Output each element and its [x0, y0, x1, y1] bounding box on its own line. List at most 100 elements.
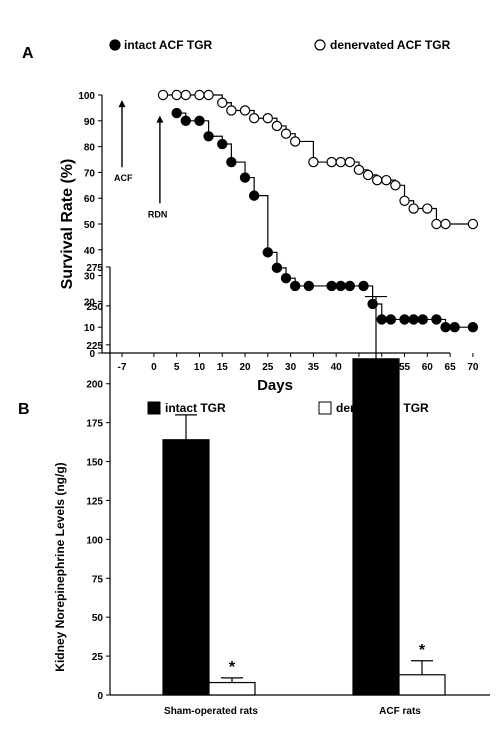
x-tick-label: 40 — [331, 362, 343, 373]
y-tick-label: 40 — [84, 246, 96, 257]
panel-a-legend: intact ACF TGR denervated ACF TGR — [109, 38, 451, 52]
y-tick-label: 200 — [86, 380, 103, 391]
data-point-denervated — [262, 113, 274, 124]
data-point-denervated — [335, 156, 346, 168]
data-point-intact — [335, 280, 346, 292]
panel-a-x-axis-title: Days — [257, 377, 293, 394]
data-point-intact — [217, 138, 228, 150]
data-point-intact — [385, 314, 397, 325]
data-point-intact — [399, 314, 410, 325]
y-tick-label: 60 — [84, 194, 96, 205]
data-point-denervated — [422, 203, 433, 214]
x-tick-label: 25 — [262, 362, 274, 373]
data-point-intact — [171, 107, 182, 119]
annotation-label-rdn: RDN — [148, 209, 168, 219]
data-point-denervated — [289, 136, 301, 147]
panel-a-plot: 0 10 20 30 40 50 60 70 80 90 100 -7 0 5 10 15 20 25 30 35 40… — [78, 89, 479, 373]
data-point-intact — [467, 322, 479, 333]
data-point-denervated — [371, 174, 383, 186]
data-point-intact — [326, 280, 337, 292]
panel-a-y-axis-title: Survival Rate (%) — [59, 159, 76, 290]
x-tick-label: 70 — [467, 362, 479, 373]
data-point-denervated — [390, 180, 401, 191]
data-point-intact — [417, 314, 428, 325]
panel-a-label: A — [22, 45, 34, 62]
y-tick-label: 175 — [86, 419, 103, 430]
significance-marker: * — [419, 642, 426, 659]
data-point-intact — [449, 322, 460, 333]
data-point-denervated — [381, 174, 392, 186]
annotation-arrow-head — [118, 100, 126, 108]
y-tick-label: 225 — [86, 341, 103, 352]
data-point-denervated — [308, 156, 319, 168]
data-point-denervated — [239, 105, 251, 116]
data-point-intact — [226, 156, 237, 168]
data-point-intact — [289, 280, 301, 292]
x-tick-label: 30 — [285, 362, 297, 373]
data-point-denervated — [467, 218, 479, 230]
data-point-intact — [303, 280, 315, 292]
data-point-intact — [239, 172, 251, 183]
y-tick-label: 70 — [84, 168, 96, 179]
x-tick-label: -7 — [118, 362, 127, 373]
data-point-denervated — [353, 164, 365, 176]
data-point-denervated — [180, 89, 191, 101]
legend-label-denervated-acf: denervated ACF TGR — [330, 38, 451, 52]
y-tick-label: 20 — [84, 297, 96, 308]
x-tick-label: 15 — [217, 362, 229, 373]
data-point-intact — [203, 131, 214, 142]
x-tick-label: 35 — [308, 362, 320, 373]
bar-denervated — [398, 674, 446, 696]
y-tick-label: 75 — [92, 574, 104, 585]
data-point-intact — [344, 280, 356, 292]
bar-denervated — [208, 681, 256, 696]
y-tick-label: 100 — [86, 535, 103, 546]
data-point-denervated — [157, 89, 169, 101]
legend-label-intact-acf: intact ACF TGR — [124, 38, 213, 52]
data-point-denervated — [203, 89, 214, 101]
y-tick-label: 100 — [78, 91, 95, 102]
y-tick-label: 150 — [86, 458, 103, 469]
bar-intact — [162, 439, 210, 696]
data-point-intact — [271, 262, 283, 274]
x-tick-label: 60 — [422, 362, 434, 373]
panel-b-y-axis-title: Kidney Norepinephrine Levels (ng/g) — [53, 462, 67, 671]
y-tick-label: 30 — [84, 272, 96, 283]
panel-b-plot: 0255075100125150175200225250275Sham-oper… — [86, 263, 490, 717]
data-point-denervated — [326, 156, 337, 168]
annotation-label-acf: ACF — [114, 173, 133, 183]
data-point-intact — [440, 322, 451, 333]
data-point-intact — [262, 247, 274, 258]
data-point-intact — [180, 115, 191, 127]
data-point-denervated — [226, 105, 237, 116]
data-point-intact — [358, 280, 369, 292]
data-point-denervated — [431, 218, 442, 230]
data-point-denervated — [271, 120, 283, 132]
x-tick-label: 65 — [445, 362, 457, 373]
x-tick-label: 10 — [194, 362, 206, 373]
annotation-arrow-head — [156, 115, 164, 123]
data-point-denervated — [194, 89, 205, 101]
y-tick-label: 0 — [89, 349, 95, 360]
y-tick-label: 25 — [92, 652, 104, 663]
significance-marker: * — [229, 659, 236, 676]
data-point-denervated — [280, 128, 292, 139]
legend-swatch-intact-tgr — [147, 401, 161, 415]
category-label: Sham-operated rats — [164, 706, 258, 717]
data-point-intact — [280, 272, 292, 284]
y-tick-label: 50 — [84, 220, 96, 231]
legend-marker-intact-acf — [109, 39, 121, 51]
data-point-denervated — [248, 113, 260, 124]
data-point-intact — [408, 314, 419, 325]
data-point-denervated — [171, 89, 182, 101]
x-tick-label: 0 — [151, 362, 157, 373]
y-tick-label: 50 — [92, 613, 104, 624]
x-tick-label: 5 — [174, 362, 180, 373]
panel-b-label: B — [18, 401, 30, 418]
x-tick-label: 55 — [399, 362, 411, 373]
data-point-denervated — [217, 97, 228, 108]
data-point-intact — [248, 190, 260, 201]
y-tick-label: 250 — [86, 302, 103, 313]
legend-marker-denervated-acf — [314, 39, 326, 51]
